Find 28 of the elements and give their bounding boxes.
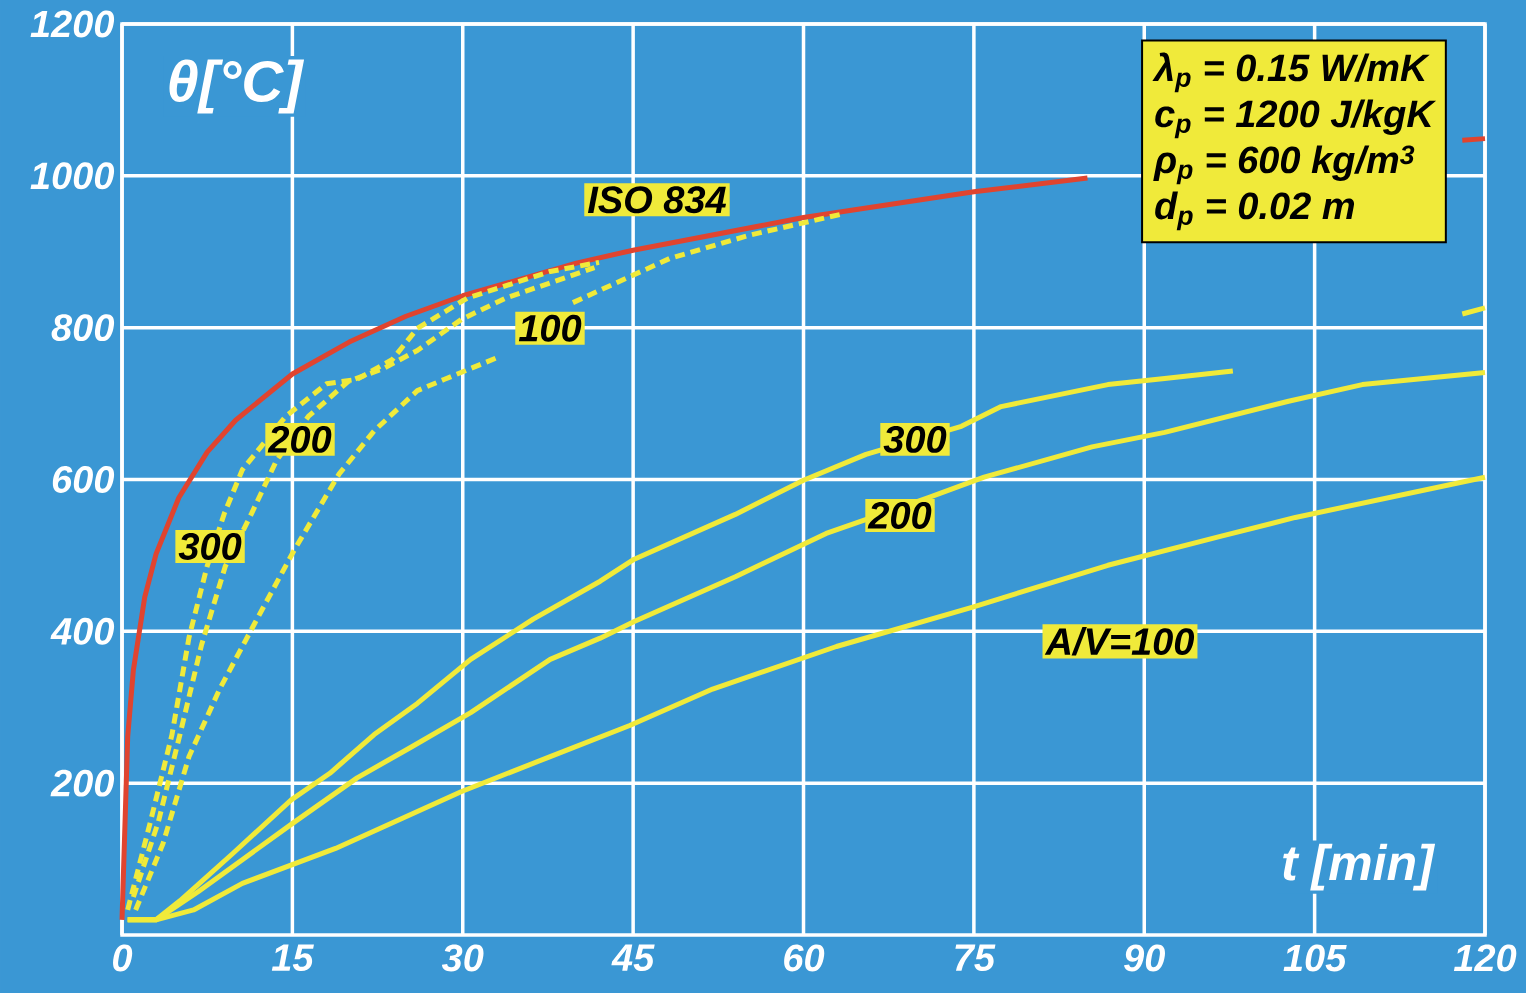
x-tick-label: 90 [1124, 944, 1166, 972]
x-tick-label: 15 [271, 944, 314, 972]
y-tick-label: 600 [52, 466, 115, 493]
x-tick-label: 75 [955, 944, 996, 972]
x-tick-label: 0 [113, 944, 133, 972]
y-tick-label: 400 [50, 617, 115, 645]
series-label: 300 [178, 532, 242, 560]
annotation: c$_{p}$ = 1200 J/kgK [1155, 99, 1437, 139]
y-axis-title: θ[°C] [169, 59, 305, 114]
series-label: 100 [518, 314, 582, 342]
series-label: 200 [867, 502, 932, 529]
x-tick-label: 30 [441, 944, 484, 972]
x-tick-label: 105 [1283, 944, 1347, 972]
y-tick-label: 1200 [30, 10, 115, 38]
x-tick-label: 120 [1453, 944, 1517, 972]
annotation: ρ$_{p}$ = 600 kg/m$^{3}$ [1153, 145, 1415, 185]
y-tick-label: 1000 [30, 162, 115, 190]
x-tick-label: 45 [611, 944, 655, 972]
x-axis-title: t [min] [1283, 843, 1436, 891]
series-label: 300 [883, 425, 947, 453]
x-tick-label: 60 [784, 944, 825, 972]
annotation: λ$_{p}$ = 0.15 W/mK [1152, 52, 1430, 93]
series-label: A/V=100 [1044, 627, 1195, 656]
series-label: ISO 834 [587, 186, 727, 214]
series-label: 200 [267, 425, 332, 453]
y-tick-label: 200 [50, 769, 115, 797]
annotation: d$_{p}$ = 0.02 m [1155, 191, 1355, 231]
y-tick-label: 800 [51, 314, 115, 342]
